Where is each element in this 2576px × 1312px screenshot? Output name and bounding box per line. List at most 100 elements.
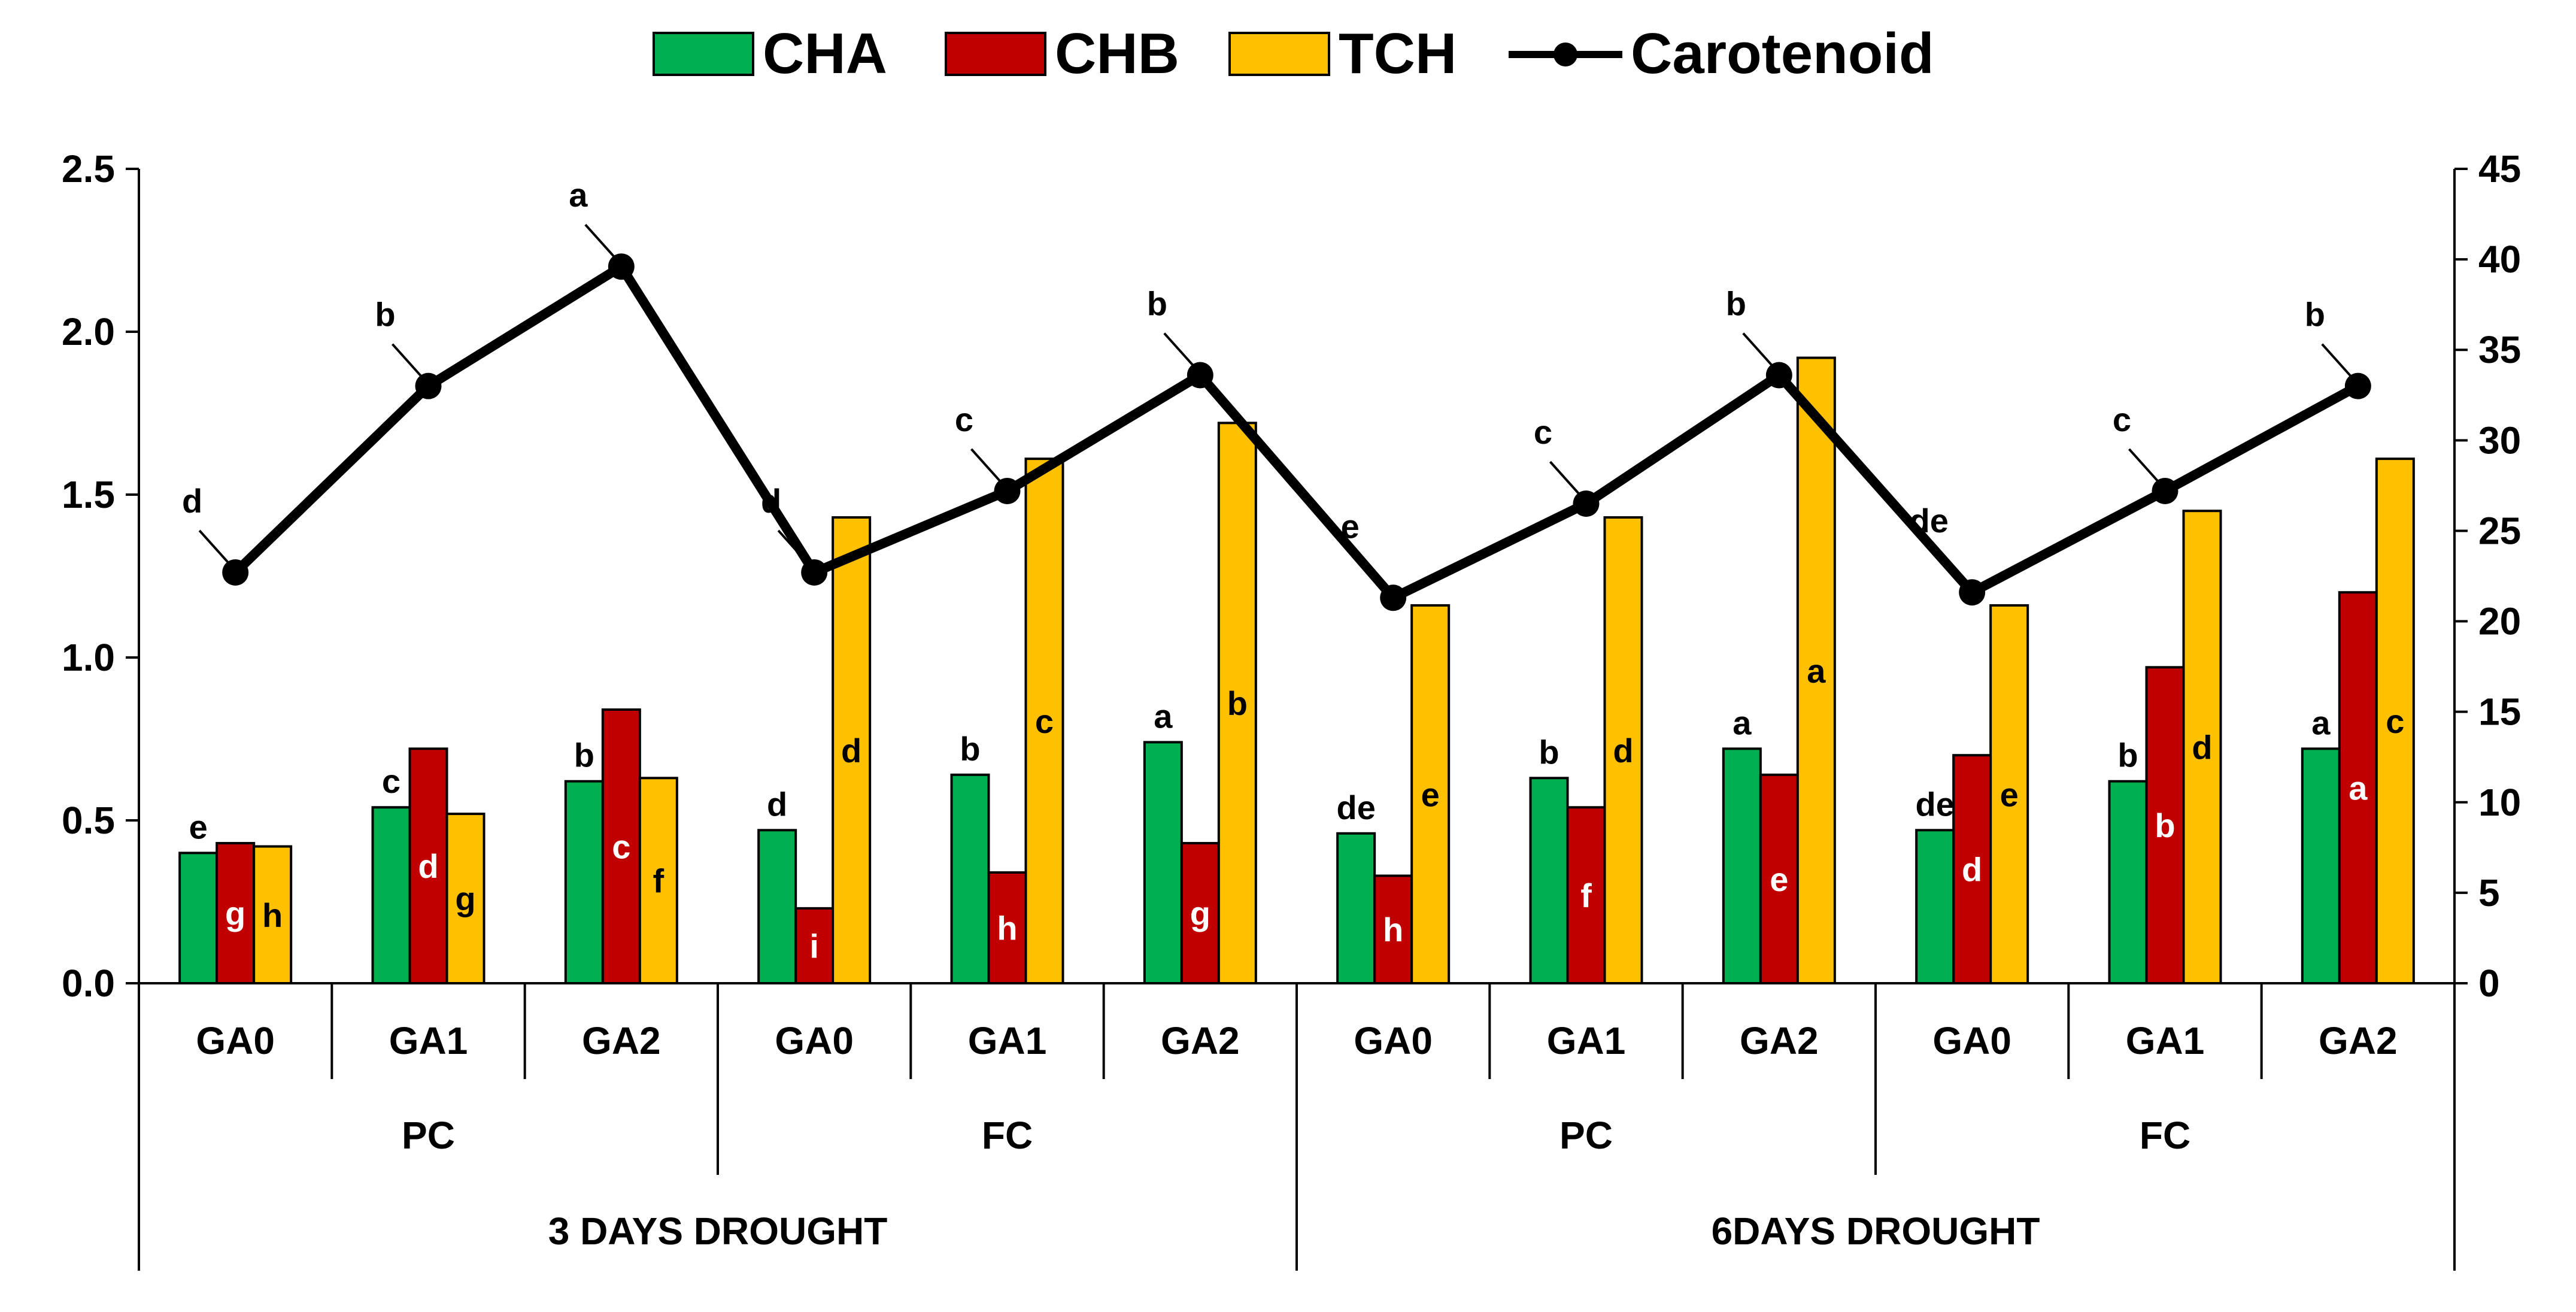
significance-letter-tch: d [841,732,861,769]
bar-tch [1024,457,1064,984]
right-tick-label: 10 [2478,781,2521,824]
significance-letter-cha: e [189,808,208,846]
significance-letter-carotenoid: a [569,176,588,214]
group-label: PC [402,1114,455,1157]
category-label: GA1 [2126,1019,2205,1062]
category-label: GA0 [1932,1019,2011,1062]
left-tick-label: 2.5 [62,147,115,190]
significance-letter-chb: h [1383,911,1403,949]
right-tick-label: 40 [2478,238,2521,281]
legend-item-cha: CHA [653,22,887,86]
significance-letter-chb: g [225,895,245,932]
carotenoid-point [1573,490,1600,517]
bar-cha [2108,780,2148,984]
bar-cha [950,773,990,984]
significance-letter-chb: c [612,828,630,866]
left-tick-label: 1.0 [62,636,115,679]
carotenoid-leader [1356,555,1389,592]
carotenoid-series-line [232,262,2360,603]
significance-letter-chb: e [1770,860,1788,898]
significance-letter-carotenoid: de [1909,502,1948,540]
significance-letter-cha: d [767,785,787,823]
group-label: PC [1559,1114,1613,1157]
legend-swatch-tch [1228,32,1330,76]
bar-cha [1143,741,1183,984]
significance-letter-carotenoid: b [1147,285,1167,323]
bar-tch [1217,422,1257,984]
right-tick-label: 15 [2478,690,2521,734]
significance-letter-cha: c [382,762,400,800]
right-tick-label: 35 [2478,328,2521,371]
bar-tch [832,516,872,984]
bar-chb [1759,773,1799,984]
legend-label-tch: TCH [1339,22,1457,86]
category-label: GA2 [1740,1019,1819,1062]
left-tick-label: 1.5 [62,473,115,516]
significance-letter-tch: g [455,880,475,918]
axes: 0.0 0.5 1.0 1.5 2.0 2.5 0 5 10 15 20 25 30 35 40 45 GA0 G… [62,147,2521,1271]
significance-letter-tch: c [2386,702,2404,740]
legend-item-tch: TCH [1228,22,1457,86]
legend-label-cha: CHA [763,22,887,86]
significance-letter-chb: b [2155,807,2175,844]
carotenoid-leader [777,529,811,566]
carotenoid-point [222,559,249,586]
significance-letter-chb: i [809,927,819,965]
carotenoid-point [1187,362,1213,389]
bar-cha [757,829,797,984]
bar-cha [1722,747,1762,984]
significance-letter-carotenoid: c [955,401,973,438]
significance-letter-carotenoid: e [1341,507,1360,545]
significance-letter-carotenoid: d [761,482,781,520]
legend-item-carotenoid: Carotenoid [1509,22,1934,86]
carotenoid-point [415,372,442,399]
significance-letter-chb: d [1962,851,1982,889]
bar-tch [1603,516,1643,984]
bar-tch [1796,356,1836,984]
category-label: GA2 [2319,1019,2398,1062]
right-tick-label: 30 [2478,419,2521,462]
category-label: GA0 [196,1019,275,1062]
significance-letter-tch: a [1807,652,1826,690]
bar-chb [1180,842,1220,984]
significance-letter-cha: a [1154,697,1173,735]
significance-letter-tch: b [1227,684,1248,722]
significance-letter-carotenoid: b [375,296,395,334]
left-tick-label: 0.0 [62,962,115,1005]
carotenoid-point [801,559,828,586]
legend-line-carotenoid [1509,32,1622,76]
carotenoid-leader [198,529,232,566]
bar-cha [564,780,604,984]
significance-letter-cha: de [1336,789,1375,826]
legend-label-chb: CHB [1055,22,1179,86]
carotenoid-point [2344,372,2371,399]
bar-chb [216,842,256,984]
significance-letter-chb: f [1580,877,1592,914]
carotenoid-leader [970,448,1003,485]
category-label: GA2 [582,1019,661,1062]
significance-letter-cha: b [574,737,594,774]
carotenoid-leader [1163,332,1197,369]
significance-letter-cha: a [2311,704,2331,741]
carotenoid-point [608,253,635,280]
bar-tch [253,845,293,985]
legend-swatch-cha [653,32,754,76]
significance-letter-chb: g [1190,895,1210,932]
bar-chb [2145,666,2185,984]
category-label: GA0 [1354,1019,1433,1062]
significance-letter-carotenoid: b [2305,296,2325,334]
category-label: GA0 [775,1019,854,1062]
significance-letter-carotenoid: c [2113,401,2131,438]
bar-cha [1336,832,1376,985]
bars [178,356,2415,985]
bar-tch [638,777,678,985]
legend-item-chb: CHB [945,22,1179,86]
right-tick-label: 20 [2478,600,2521,643]
category-label: GA1 [389,1019,468,1062]
right-tick-label: 25 [2478,509,2521,552]
legend: CHA CHB TCH Carotenoid [0,12,2576,96]
significance-letter-cha: b [960,730,980,768]
carotenoid-leader [1742,332,1776,369]
category-label: GA2 [1161,1019,1240,1062]
